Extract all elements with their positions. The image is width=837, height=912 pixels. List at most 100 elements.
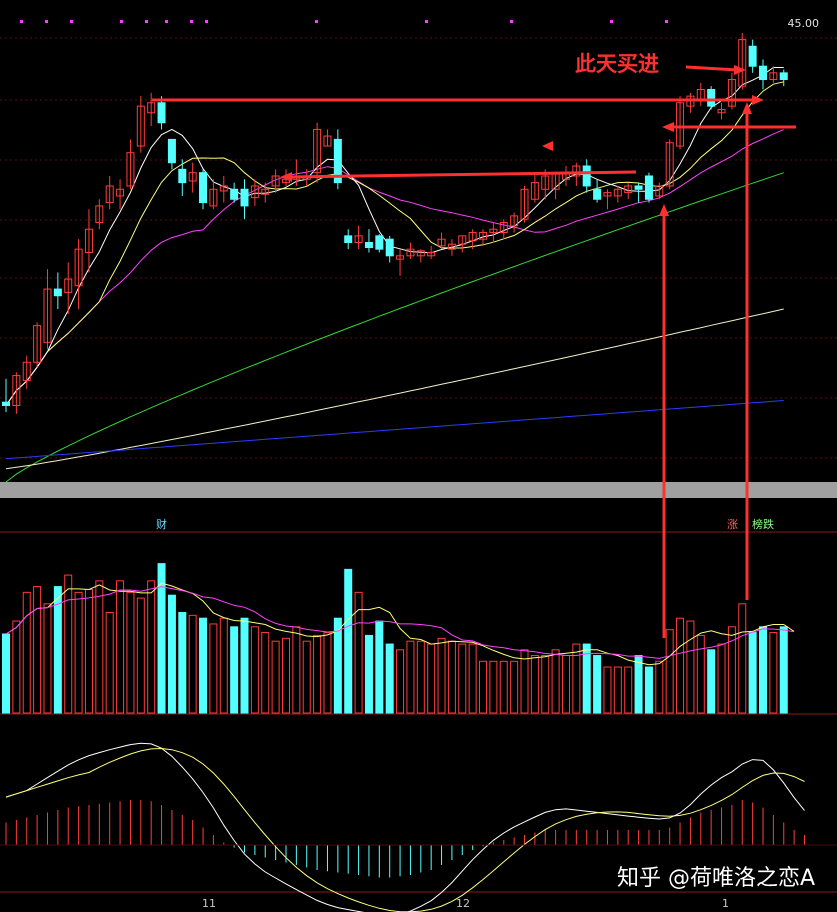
volume-bar	[479, 660, 488, 714]
volume-bar	[167, 594, 176, 714]
volume-bar	[95, 580, 104, 714]
candle-body	[759, 65, 768, 81]
volume-bar	[313, 634, 322, 714]
candle-body	[199, 172, 208, 204]
candle-body	[520, 188, 529, 220]
volume-bar	[665, 629, 674, 714]
candle-body	[261, 188, 270, 195]
volume-ma10-line	[5, 586, 795, 659]
candle-body	[468, 232, 477, 242]
arrow-head	[542, 141, 553, 151]
candle-body	[427, 251, 436, 257]
candle-body	[116, 188, 125, 197]
ma120-line	[5, 308, 784, 470]
x-tick-label: 1	[722, 897, 729, 910]
candle-body	[603, 192, 612, 197]
volume-bar	[416, 640, 425, 714]
volume-bar	[676, 617, 685, 714]
panel-separator	[0, 482, 837, 498]
volume-bar	[157, 563, 166, 714]
candle-body	[313, 128, 322, 174]
candle-body	[738, 39, 747, 87]
candle-body	[593, 188, 602, 200]
volume-bar	[292, 626, 301, 714]
volume-bar	[323, 632, 332, 714]
candle-body	[634, 185, 643, 190]
volume-bar	[530, 655, 539, 714]
candle-body	[22, 361, 31, 382]
volume-bar	[551, 649, 560, 714]
x-tick-label: 12	[456, 897, 470, 910]
candle-body	[676, 102, 685, 147]
candle-body	[323, 135, 332, 147]
top-marker-dot	[315, 20, 318, 23]
candle-body	[2, 401, 10, 406]
candle-body	[333, 138, 342, 184]
candle-body	[530, 182, 539, 200]
ma20-line	[5, 129, 784, 406]
volume-bar	[240, 617, 249, 714]
volume-bar	[178, 611, 187, 714]
volume-bar	[250, 626, 259, 714]
high-price-label: 45.00	[787, 17, 820, 30]
volume-bar	[748, 632, 757, 714]
candle-body	[779, 72, 788, 81]
volume-bar	[458, 643, 467, 714]
volume-bar	[281, 637, 290, 714]
candle-body	[447, 243, 456, 250]
top-marker-dot	[665, 20, 668, 23]
volume-bar	[385, 643, 394, 714]
candle-body	[95, 205, 104, 224]
volume-bar	[510, 660, 519, 714]
candle-body	[717, 108, 726, 114]
volume-bar	[593, 655, 602, 714]
arrow-head	[280, 172, 292, 182]
volume-ma5-line	[5, 582, 795, 666]
volume-bar	[499, 660, 508, 714]
volume-bar	[634, 655, 643, 714]
volume-bar	[707, 649, 716, 714]
candle-body	[250, 185, 259, 199]
ma5-line	[5, 67, 784, 406]
volume-bar	[105, 611, 114, 714]
volume-bar	[116, 580, 125, 714]
candle-body	[644, 175, 653, 200]
volume-bar	[12, 620, 21, 714]
candle-body	[375, 235, 384, 250]
candle-body	[416, 250, 425, 257]
volume-bar	[271, 640, 280, 714]
volume-bar	[84, 588, 93, 714]
volume-bar	[489, 660, 498, 714]
volume-bar	[696, 634, 705, 714]
volume-bar	[779, 626, 788, 714]
candle-body	[510, 215, 519, 227]
candle-body	[344, 235, 353, 244]
candle-body	[748, 45, 757, 67]
candle-body	[157, 102, 166, 124]
candle-body	[178, 168, 187, 184]
candle-body	[582, 165, 591, 187]
macd-dif-line	[5, 742, 805, 912]
resistance-arrow	[289, 170, 637, 179]
top-marker-dot	[20, 20, 23, 23]
volume-bar	[613, 666, 622, 714]
candle-body	[541, 175, 550, 190]
volume-bar	[354, 591, 363, 714]
candle-body	[53, 288, 62, 297]
marker-zhang: 涨	[727, 518, 738, 531]
candle-body	[655, 185, 664, 197]
volume-bar	[406, 640, 415, 714]
candle-body	[167, 138, 176, 164]
candle-body	[479, 232, 488, 240]
candle-body	[84, 228, 93, 253]
candle-body	[665, 142, 674, 187]
volume-bar	[219, 617, 228, 714]
volume-bar	[520, 649, 529, 714]
volume-bar	[43, 603, 52, 714]
arrow-head	[659, 204, 669, 216]
volume-bar	[427, 643, 436, 714]
candle-body	[769, 72, 778, 81]
candle-body	[64, 278, 73, 293]
volume-bar	[738, 603, 747, 714]
top-marker-dot	[70, 20, 73, 23]
